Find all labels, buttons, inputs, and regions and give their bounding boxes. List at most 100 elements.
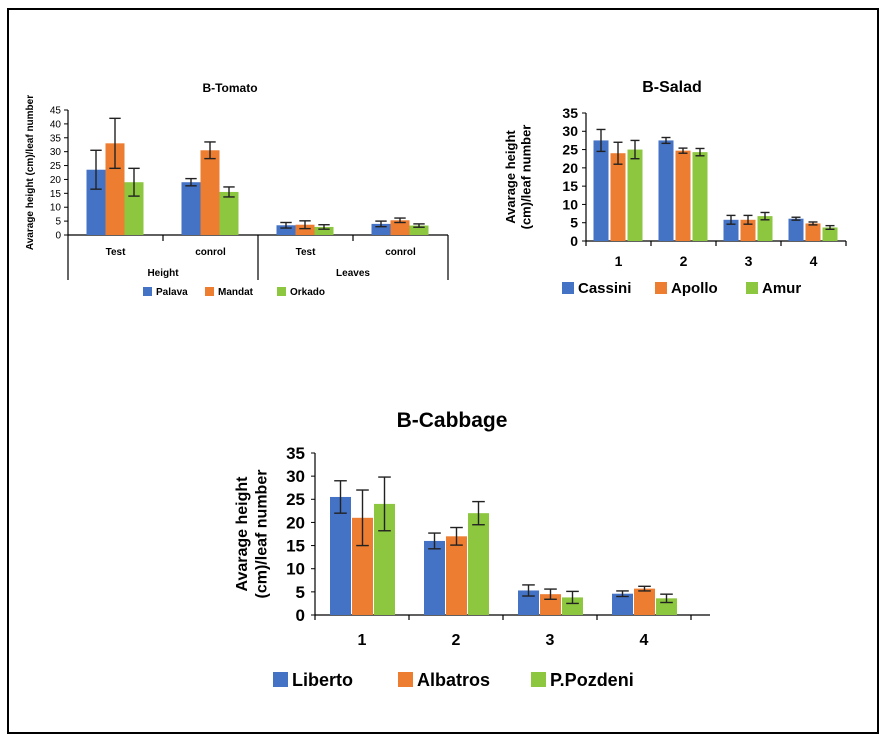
bar-p-pozdeni bbox=[374, 503, 395, 615]
y-tick-label: 20 bbox=[286, 513, 305, 532]
figure-frame bbox=[7, 8, 879, 734]
x-tick-label: 1 bbox=[615, 253, 623, 269]
legend-swatch bbox=[655, 282, 667, 294]
bar-palava bbox=[371, 223, 391, 235]
bar-mandat bbox=[390, 220, 410, 235]
x-tick-label: Test bbox=[296, 247, 316, 258]
bar-amur bbox=[627, 149, 643, 241]
y-tick-label: 45 bbox=[50, 106, 62, 117]
y-tick-label: 10 bbox=[562, 196, 578, 212]
legend-label: Cassini bbox=[578, 280, 631, 297]
y-axis-label: Avarage height(cm)/leaf number bbox=[234, 470, 270, 599]
y-tick-label: 0 bbox=[296, 606, 305, 625]
bar-cassini bbox=[593, 140, 609, 241]
chart-title: B-Salad bbox=[642, 79, 702, 96]
legend-label: Orkado bbox=[290, 287, 325, 298]
y-axis-label: Avarage height(cm)/leaf number bbox=[503, 125, 534, 230]
y-tick-label: 15 bbox=[562, 178, 578, 194]
bar-liberto bbox=[612, 593, 633, 615]
legend-label: Apollo bbox=[671, 280, 718, 297]
x-tick-label: 3 bbox=[745, 253, 753, 269]
x-group-label: Height bbox=[147, 268, 179, 279]
y-tick-label: 30 bbox=[50, 147, 62, 158]
bar-mandat bbox=[295, 224, 315, 235]
bar-amur bbox=[692, 152, 708, 241]
y-tick-label: 40 bbox=[50, 119, 62, 130]
y-tick-label: 5 bbox=[570, 215, 578, 231]
chart-title: B-Tomato bbox=[202, 81, 257, 95]
chart-2: B-Cabbage 0 5 10 15 20 25 30 35 Avarage height (cm… bbox=[234, 409, 710, 690]
y-tick-label: 25 bbox=[286, 490, 305, 509]
bar-liberto bbox=[424, 540, 445, 615]
legend-swatch bbox=[398, 672, 413, 687]
y-tick-label: 30 bbox=[562, 123, 578, 139]
y-tick-label: 5 bbox=[296, 583, 305, 602]
y-tick-label: 35 bbox=[286, 444, 305, 463]
bar-apollo bbox=[610, 153, 626, 241]
chart-title: B-Cabbage bbox=[397, 409, 508, 432]
legend-label: Amur bbox=[762, 280, 801, 297]
legend-label: P.Pozdeni bbox=[550, 670, 634, 690]
y-tick-label: 20 bbox=[50, 175, 62, 186]
legend-label: Liberto bbox=[292, 670, 353, 690]
bar-mandat bbox=[105, 143, 125, 235]
bar-apollo bbox=[740, 219, 756, 241]
y-tick-label: 15 bbox=[286, 537, 305, 556]
bar-p-pozdeni bbox=[562, 597, 583, 615]
bar-apollo bbox=[675, 150, 691, 241]
x-tick-label: 2 bbox=[680, 253, 688, 269]
legend-swatch bbox=[143, 287, 152, 296]
y-tick-label: 35 bbox=[50, 133, 62, 144]
y-axis-label: Avarage height (cm)/leaf number bbox=[25, 95, 36, 250]
y-axis-label-line: (cm)/leaf number bbox=[518, 125, 533, 230]
bar-liberto bbox=[330, 496, 351, 615]
x-tick-label: 4 bbox=[810, 253, 818, 269]
bar-apollo bbox=[805, 223, 821, 241]
bar-amur bbox=[822, 227, 838, 241]
bar-albatros bbox=[352, 517, 373, 615]
x-tick-label: 4 bbox=[640, 632, 649, 649]
y-tick-label: 5 bbox=[55, 217, 61, 228]
y-tick-label: 10 bbox=[50, 203, 62, 214]
legend-swatch bbox=[531, 672, 546, 687]
legend-swatch bbox=[273, 672, 288, 687]
bar-orkado bbox=[219, 191, 239, 235]
y-axis-label-line: Avarage height bbox=[234, 476, 251, 592]
x-group-label: Leaves bbox=[336, 268, 370, 279]
x-tick-label: Test bbox=[106, 247, 126, 258]
bar-palava bbox=[276, 225, 296, 235]
bar-cassini bbox=[723, 219, 739, 241]
legend-label: Palava bbox=[156, 287, 188, 298]
legend-swatch bbox=[205, 287, 214, 296]
x-tick-label: 1 bbox=[358, 632, 367, 649]
y-tick-label: 0 bbox=[570, 233, 578, 249]
y-axis-label-line: Avarage height bbox=[503, 130, 518, 224]
bar-orkado bbox=[314, 226, 334, 235]
y-tick-label: 30 bbox=[286, 467, 305, 486]
bar-orkado bbox=[409, 225, 429, 235]
bar-palava bbox=[181, 182, 201, 235]
legend-swatch bbox=[562, 282, 574, 294]
y-tick-label: 25 bbox=[50, 161, 62, 172]
bar-albatros bbox=[634, 588, 655, 615]
bar-albatros bbox=[446, 536, 467, 615]
y-tick-label: 10 bbox=[286, 560, 305, 579]
x-tick-label: conrol bbox=[385, 247, 416, 258]
bar-mandat bbox=[200, 150, 220, 235]
bar-p-pozdeni bbox=[468, 513, 489, 615]
y-axis-label-line: (cm)/leaf number bbox=[253, 470, 270, 599]
chart-1: B-Salad 0 5 10 15 20 25 30 35 Avarage height(cm)/… bbox=[503, 79, 847, 297]
bar-cassini bbox=[658, 140, 674, 241]
y-tick-label: 20 bbox=[562, 160, 578, 176]
legend-label: Albatros bbox=[417, 670, 490, 690]
bar-cassini bbox=[788, 218, 804, 241]
x-tick-label: conrol bbox=[195, 247, 226, 258]
legend-label: Mandat bbox=[218, 287, 254, 298]
chart-0: B-Tomato 0 5 10 15 20 25 30 35 40 45 Avarage height… bbox=[25, 81, 449, 298]
y-tick-label: 15 bbox=[50, 189, 62, 200]
bar-amur bbox=[757, 216, 773, 241]
legend-swatch bbox=[277, 287, 286, 296]
bar-palava bbox=[86, 169, 106, 235]
x-tick-label: 3 bbox=[546, 632, 555, 649]
y-tick-label: 0 bbox=[55, 231, 61, 242]
